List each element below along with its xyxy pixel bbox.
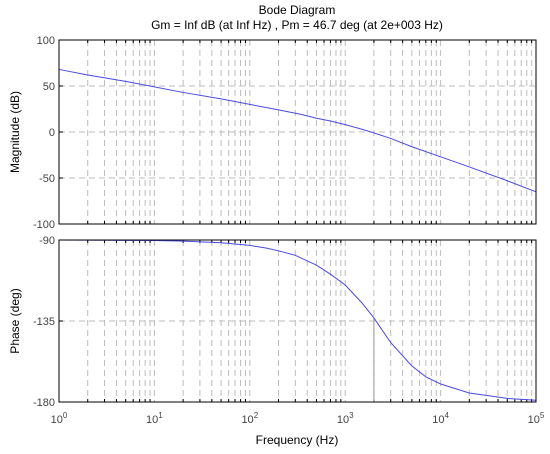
magnitude-ylabel: Magnitude (dB) [8, 91, 22, 173]
magnitude-ytick-label: 0 [49, 127, 55, 139]
magnitude-ytick-label: 50 [43, 81, 55, 93]
magnitude-ytick-label: 100 [37, 35, 55, 47]
phase-ytick-label: -135 [33, 316, 55, 328]
phase-curve-line [58, 239, 537, 401]
magnitude-panel: 100 50 0 -50 -100 Magnitude (dB) [8, 35, 537, 231]
phase-grid [59, 240, 536, 402]
phase-ylabel: Phase (deg) [8, 288, 22, 353]
chart-title: Bode Diagram [259, 3, 336, 17]
frequency-x-ticks: 100 101 102 103 104 105 [51, 411, 545, 426]
xtick-label: 100 [51, 411, 68, 426]
phase-panel: -90-135-180 Phase (deg) 100 101 102 103 104 1… [8, 235, 545, 447]
magnitude-curve-line [58, 68, 537, 193]
magnitude-grid [59, 40, 536, 224]
magnitude-frame [58, 39, 537, 225]
xtick-label: 102 [241, 411, 258, 426]
frequency-xlabel: Frequency (Hz) [256, 433, 339, 447]
phase-ytick-label: -90 [39, 235, 55, 247]
xtick-label: 101 [146, 411, 163, 426]
magnitude-curve-group [58, 68, 537, 193]
magnitude-ytick-label: -50 [39, 173, 55, 185]
magnitude-ytick-label: -100 [33, 219, 55, 231]
phase-plot-area [59, 240, 536, 402]
chart-subtitle: Gm = Inf dB (at Inf Hz) , Pm = 46.7 deg … [151, 18, 443, 32]
phase-ytick-label: -180 [33, 397, 55, 409]
phase-curve-group [58, 239, 537, 402]
xtick-label: 103 [337, 411, 354, 426]
magnitude-plot-area [59, 40, 536, 224]
phase-frame [58, 239, 537, 403]
xtick-label: 105 [528, 411, 545, 426]
xtick-label: 104 [432, 411, 449, 426]
